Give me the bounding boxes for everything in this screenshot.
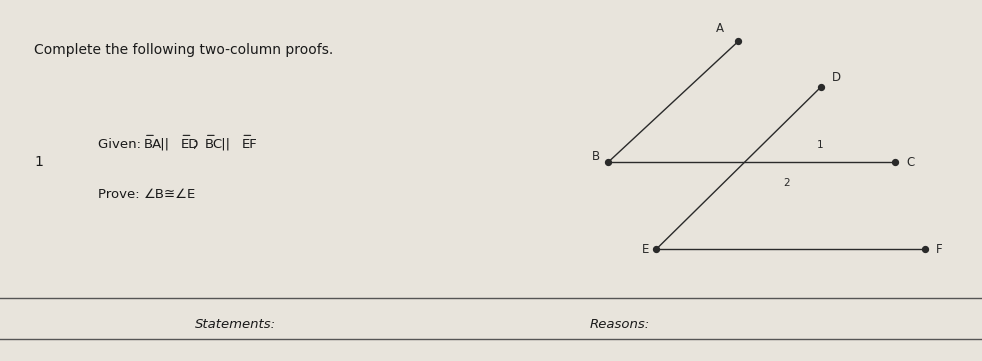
Text: Complete the following two-column proofs.: Complete the following two-column proofs… <box>34 43 334 57</box>
Text: EF: EF <box>242 138 257 151</box>
Point <box>813 84 829 90</box>
Point <box>917 246 933 252</box>
Text: 1: 1 <box>817 140 824 150</box>
Text: A: A <box>716 22 724 35</box>
Text: ED: ED <box>181 138 198 151</box>
Point <box>888 160 903 165</box>
Text: C: C <box>906 156 914 169</box>
Text: ;: ; <box>192 138 201 151</box>
Text: ∠B≅∠E: ∠B≅∠E <box>144 188 196 201</box>
Point <box>731 38 746 44</box>
Text: F: F <box>936 243 943 256</box>
Text: Statements:: Statements: <box>195 318 276 331</box>
Text: E: E <box>641 243 649 256</box>
Text: ||: || <box>217 138 234 151</box>
Text: Given:: Given: <box>98 138 149 151</box>
Text: D: D <box>832 71 841 84</box>
Text: 2: 2 <box>784 178 791 188</box>
Text: Reasons:: Reasons: <box>589 318 649 331</box>
Text: 1: 1 <box>34 156 43 169</box>
Text: ||: || <box>156 138 173 151</box>
Text: BA: BA <box>144 138 162 151</box>
Text: BC: BC <box>204 138 223 151</box>
Text: Prove:: Prove: <box>98 188 144 201</box>
Point <box>648 246 664 252</box>
Point <box>600 160 616 165</box>
Text: B: B <box>592 150 600 163</box>
